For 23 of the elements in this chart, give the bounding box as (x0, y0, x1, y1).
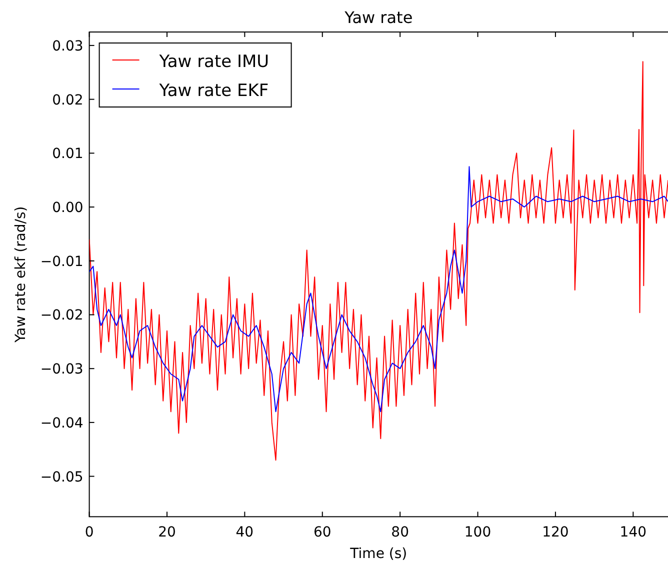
x-tick-label: 60 (313, 524, 332, 541)
chart-title: Yaw rate (344, 8, 413, 27)
y-tick-label: 0.01 (52, 146, 84, 162)
line-series (89, 166, 668, 412)
y-tick-label: −0.01 (40, 254, 84, 270)
y-tick-label: −0.05 (40, 469, 84, 486)
x-tick-label: 40 (236, 524, 254, 541)
legend-label: Yaw rate IMU (158, 52, 270, 72)
y-tick-label: 0.03 (52, 38, 84, 54)
x-tick-label: 0 (84, 524, 94, 541)
x-tick-label: 80 (391, 524, 409, 541)
x-tick-label: 20 (158, 524, 176, 541)
y-tick-label: 0.02 (52, 92, 84, 108)
x-tick-label: 100 (464, 524, 492, 541)
y-tick-label: −0.02 (40, 308, 84, 324)
y-tick-label: 0.00 (52, 200, 84, 216)
y-tick-label: −0.03 (40, 362, 84, 378)
y-axis-title: Yaw rate ekf (rad/s) (13, 206, 29, 344)
y-tick-label: −0.04 (40, 415, 84, 432)
x-tick-label: 120 (542, 524, 569, 541)
x-tick-label: 140 (620, 524, 647, 541)
legend-label: Yaw rate EKF (158, 81, 269, 101)
x-axis-title: Time (s) (349, 546, 408, 562)
